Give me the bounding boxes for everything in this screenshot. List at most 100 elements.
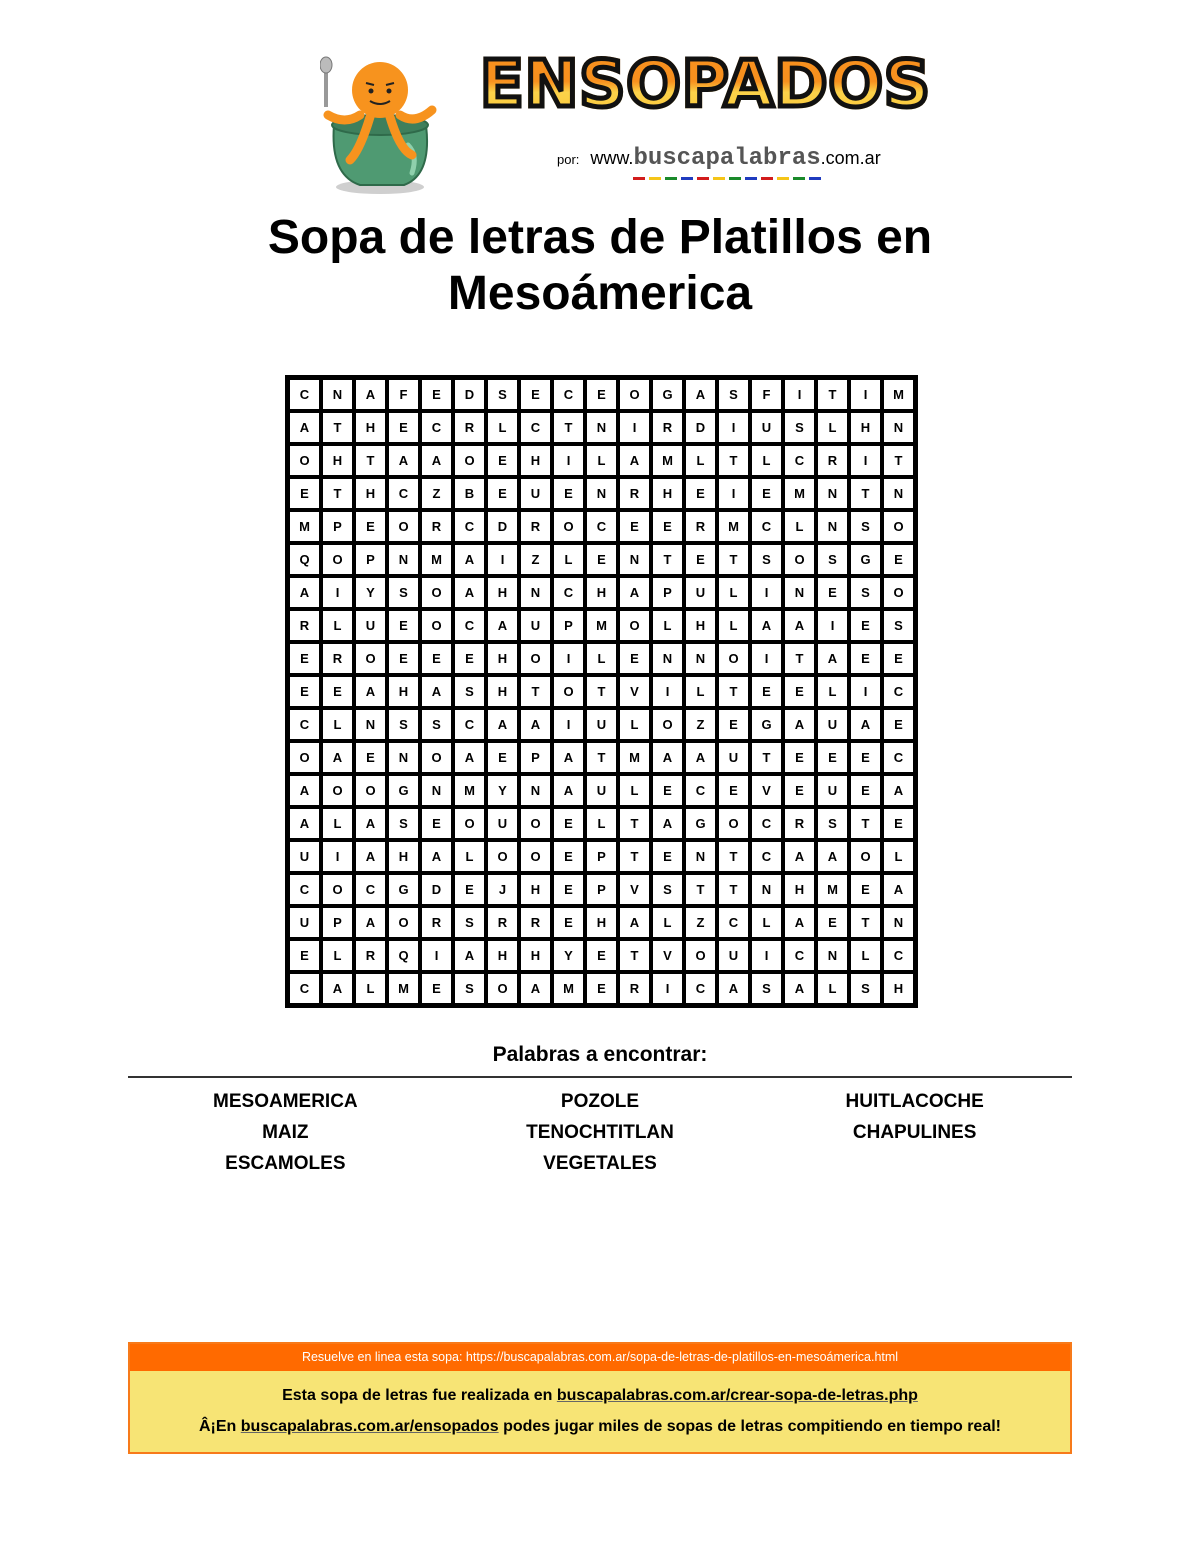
grid-cell[interactable]: E <box>684 543 717 576</box>
grid-cell[interactable]: M <box>552 972 585 1005</box>
grid-cell[interactable]: L <box>618 708 651 741</box>
grid-cell[interactable]: L <box>750 906 783 939</box>
grid-cell[interactable]: A <box>618 576 651 609</box>
grid-cell[interactable]: L <box>321 807 354 840</box>
grid-cell[interactable]: Q <box>288 543 321 576</box>
grid-cell[interactable]: R <box>288 609 321 642</box>
grid-cell[interactable]: U <box>519 609 552 642</box>
grid-cell[interactable]: M <box>882 378 915 411</box>
grid-cell[interactable]: E <box>420 807 453 840</box>
grid-cell[interactable]: Y <box>486 774 519 807</box>
grid-cell[interactable]: C <box>453 609 486 642</box>
grid-cell[interactable]: I <box>750 939 783 972</box>
grid-cell[interactable]: S <box>387 576 420 609</box>
grid-cell[interactable]: E <box>420 378 453 411</box>
grid-cell[interactable]: N <box>585 411 618 444</box>
grid-cell[interactable]: P <box>354 543 387 576</box>
grid-cell[interactable]: N <box>387 543 420 576</box>
grid-cell[interactable]: S <box>420 708 453 741</box>
grid-cell[interactable]: E <box>618 642 651 675</box>
grid-cell[interactable]: R <box>651 411 684 444</box>
grid-cell[interactable]: E <box>816 741 849 774</box>
grid-cell[interactable]: P <box>585 840 618 873</box>
grid-cell[interactable]: N <box>882 411 915 444</box>
online-solve-link[interactable]: Resuelve en linea esta sopa: https://bus… <box>130 1344 1070 1371</box>
grid-cell[interactable]: I <box>849 444 882 477</box>
grid-cell[interactable]: V <box>750 774 783 807</box>
grid-cell[interactable]: E <box>783 774 816 807</box>
grid-cell[interactable]: T <box>816 378 849 411</box>
grid-cell[interactable]: I <box>618 411 651 444</box>
grid-cell[interactable]: E <box>288 675 321 708</box>
grid-cell[interactable]: H <box>486 939 519 972</box>
grid-cell[interactable]: M <box>783 477 816 510</box>
grid-cell[interactable]: C <box>552 576 585 609</box>
grid-cell[interactable]: E <box>849 873 882 906</box>
grid-cell[interactable]: A <box>552 774 585 807</box>
grid-cell[interactable]: Q <box>387 939 420 972</box>
grid-cell[interactable]: U <box>288 840 321 873</box>
grid-cell[interactable]: E <box>486 477 519 510</box>
grid-cell[interactable]: A <box>288 411 321 444</box>
grid-cell[interactable]: H <box>354 411 387 444</box>
grid-cell[interactable]: O <box>387 510 420 543</box>
grid-cell[interactable]: M <box>420 543 453 576</box>
grid-cell[interactable]: O <box>519 642 552 675</box>
grid-cell[interactable]: O <box>552 510 585 543</box>
grid-cell[interactable]: G <box>750 708 783 741</box>
grid-cell[interactable]: L <box>321 708 354 741</box>
grid-cell[interactable]: I <box>849 378 882 411</box>
grid-cell[interactable]: N <box>816 939 849 972</box>
grid-cell[interactable]: N <box>585 477 618 510</box>
grid-cell[interactable]: L <box>552 543 585 576</box>
grid-cell[interactable]: T <box>717 444 750 477</box>
grid-cell[interactable]: S <box>783 411 816 444</box>
grid-cell[interactable]: N <box>519 774 552 807</box>
grid-cell[interactable]: T <box>849 477 882 510</box>
grid-cell[interactable]: C <box>519 411 552 444</box>
grid-cell[interactable]: T <box>717 840 750 873</box>
grid-cell[interactable]: A <box>420 444 453 477</box>
grid-cell[interactable]: L <box>750 444 783 477</box>
grid-cell[interactable]: G <box>651 378 684 411</box>
grid-cell[interactable]: O <box>420 576 453 609</box>
grid-cell[interactable]: A <box>354 906 387 939</box>
grid-cell[interactable]: O <box>849 840 882 873</box>
grid-cell[interactable]: R <box>618 477 651 510</box>
grid-cell[interactable]: A <box>420 675 453 708</box>
grid-cell[interactable]: O <box>882 510 915 543</box>
grid-cell[interactable]: U <box>585 708 618 741</box>
grid-cell[interactable]: C <box>585 510 618 543</box>
grid-cell[interactable]: E <box>321 675 354 708</box>
grid-cell[interactable]: C <box>552 378 585 411</box>
grid-cell[interactable]: E <box>849 609 882 642</box>
grid-cell[interactable]: M <box>288 510 321 543</box>
grid-cell[interactable]: T <box>717 675 750 708</box>
grid-cell[interactable]: C <box>420 411 453 444</box>
grid-cell[interactable]: E <box>750 675 783 708</box>
grid-cell[interactable]: U <box>717 741 750 774</box>
grid-cell[interactable]: U <box>816 774 849 807</box>
grid-cell[interactable]: A <box>321 741 354 774</box>
grid-cell[interactable]: U <box>816 708 849 741</box>
grid-cell[interactable]: E <box>453 642 486 675</box>
grid-cell[interactable]: E <box>387 609 420 642</box>
grid-cell[interactable]: N <box>519 576 552 609</box>
grid-cell[interactable]: C <box>882 741 915 774</box>
grid-cell[interactable]: M <box>618 741 651 774</box>
grid-cell[interactable]: I <box>552 708 585 741</box>
grid-cell[interactable]: O <box>453 807 486 840</box>
grid-cell[interactable]: E <box>651 774 684 807</box>
grid-cell[interactable]: A <box>486 609 519 642</box>
grid-cell[interactable]: C <box>288 873 321 906</box>
create-wordsearch-link[interactable]: buscapalabras.com.ar/crear-sopa-de-letra… <box>556 1387 918 1404</box>
grid-cell[interactable]: O <box>321 774 354 807</box>
grid-cell[interactable]: A <box>651 807 684 840</box>
grid-cell[interactable]: C <box>354 873 387 906</box>
grid-cell[interactable]: C <box>684 774 717 807</box>
grid-cell[interactable]: O <box>420 741 453 774</box>
grid-cell[interactable]: L <box>717 576 750 609</box>
grid-cell[interactable]: A <box>354 675 387 708</box>
grid-cell[interactable]: E <box>552 807 585 840</box>
grid-cell[interactable]: O <box>486 840 519 873</box>
